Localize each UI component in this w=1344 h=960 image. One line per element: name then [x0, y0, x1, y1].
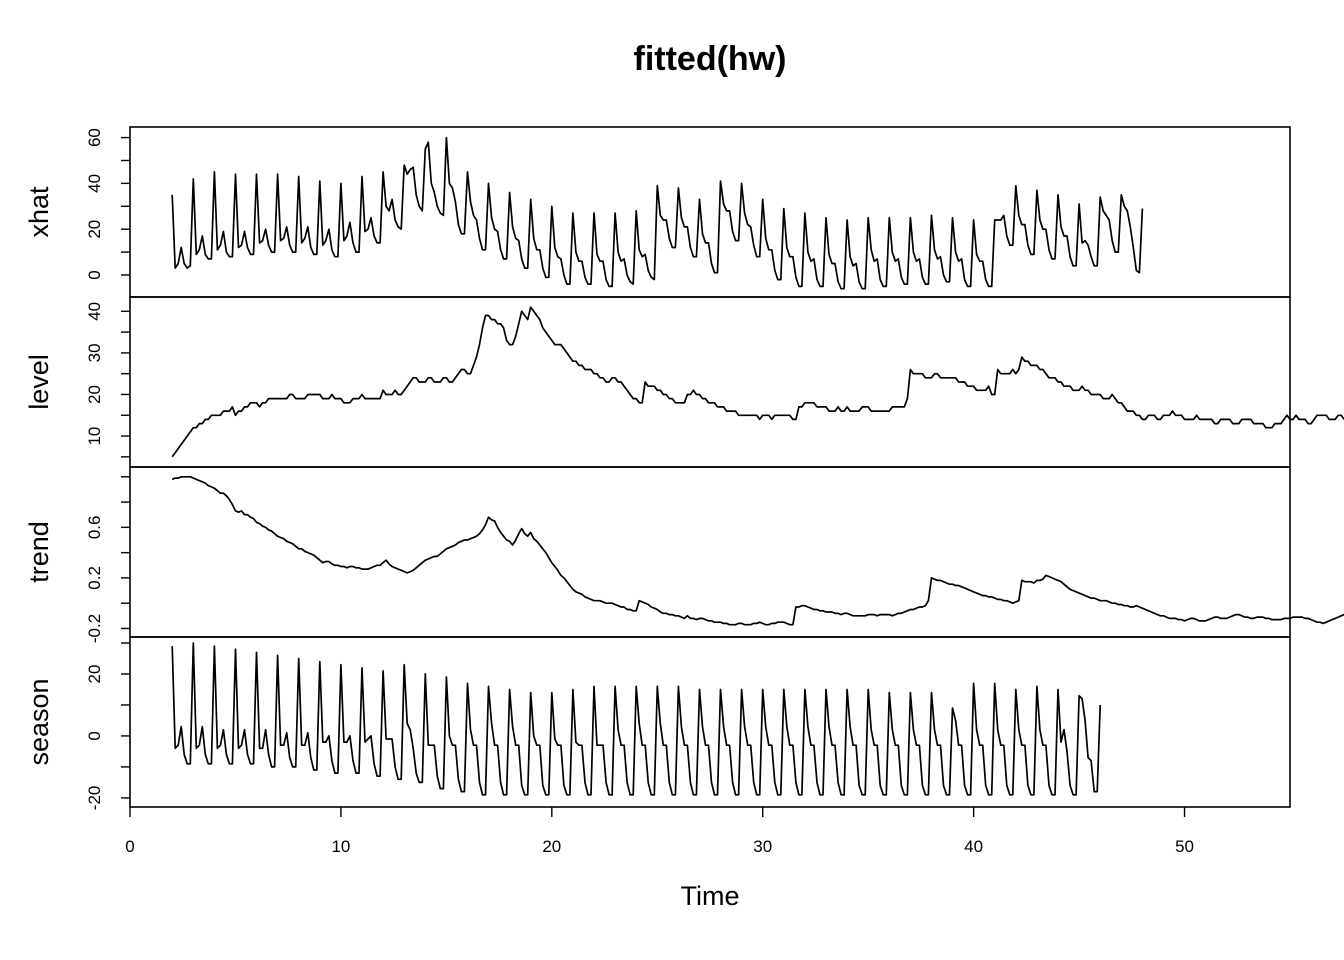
y-tick-label-xhat: 60: [85, 128, 104, 147]
y-tick-label-season: 20: [85, 665, 104, 684]
y-tick-label-xhat: 0: [85, 270, 104, 279]
y-tick-label-level: 30: [85, 343, 104, 362]
panel-label-level: level: [24, 354, 54, 410]
y-tick-label-season: 0: [85, 731, 104, 740]
y-tick-label-trend: 0.6: [85, 516, 104, 540]
y-tick-label-level: 10: [85, 427, 104, 446]
panels-group: 0204060xhat10203040level-0.20.20.6trend-…: [24, 126, 1344, 811]
x-tick-label: 40: [964, 837, 983, 856]
x-tick-label: 30: [753, 837, 772, 856]
x-tick-label: 0: [125, 837, 134, 856]
x-tick-label: 20: [542, 837, 561, 856]
chart-title: fitted(hw): [634, 40, 787, 78]
series-line-season: [171, 642, 1102, 796]
panel-frame-season: [129, 636, 1291, 808]
series-line-trend: [171, 475, 1344, 626]
y-tick-label-level: 40: [85, 302, 104, 321]
panel-frame-level: [129, 296, 1291, 468]
x-tick-label: 10: [331, 837, 350, 856]
y-tick-label-xhat: 20: [85, 220, 104, 239]
panel-frame-xhat: [129, 126, 1291, 298]
series-line-level: [171, 306, 1344, 458]
y-tick-label-trend: 0.2: [85, 566, 104, 590]
y-tick-label-trend: -0.2: [85, 614, 104, 643]
panel-label-season: season: [24, 678, 54, 765]
y-tick-label-xhat: 40: [85, 174, 104, 193]
panel-label-trend: trend: [24, 521, 54, 583]
x-tick-label: 50: [1175, 837, 1194, 856]
panel-trend: -0.2 0.2 0.6 trend: [24, 466, 1344, 643]
panel-season: -20 0 20 season: [24, 636, 1291, 811]
x-axis-label: Time: [681, 881, 740, 911]
panel-frame-trend: [129, 466, 1291, 638]
series-line-xhat: [171, 136, 1144, 290]
y-tick-label-season: -20: [85, 786, 104, 811]
panel-xhat: 0 20 40 60 xhat: [24, 126, 1291, 298]
y-tick-label-level: 20: [85, 385, 104, 404]
panel-level: 10 20 30 40 level: [24, 296, 1344, 468]
panel-label-xhat: xhat: [24, 186, 54, 238]
x-axis: 0 10 20 30 40 50: [125, 807, 1194, 856]
